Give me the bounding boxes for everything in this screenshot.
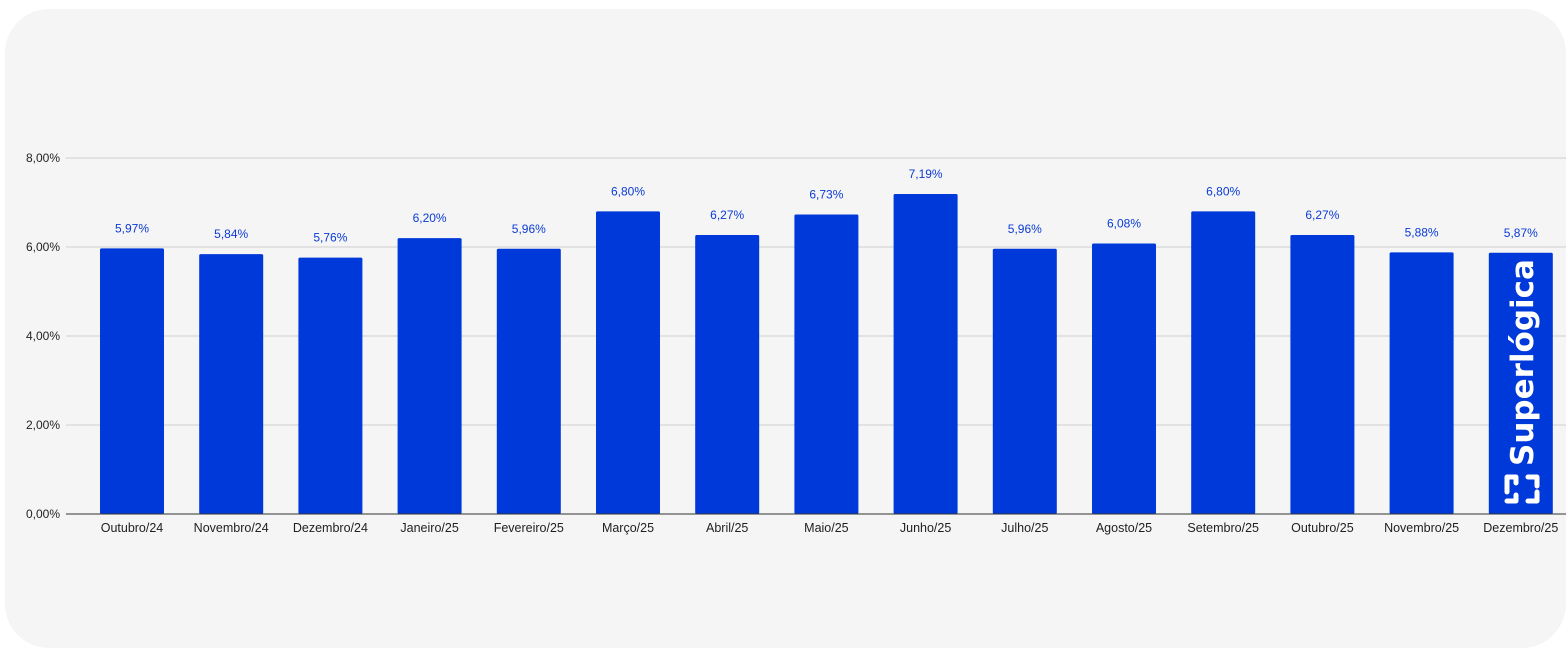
- data-label: 7,19%: [909, 167, 943, 181]
- data-label: 6,27%: [710, 208, 744, 222]
- bar: [1389, 252, 1454, 514]
- x-tick-label: Maio/25: [804, 521, 849, 535]
- bar: [397, 238, 462, 514]
- x-tick-label: Abril/25: [706, 521, 748, 535]
- data-label: 5,87%: [1504, 226, 1538, 240]
- x-axis-tick-labels: Outubro/24 Novembro/24 Dezembro/24 Janeiro/…: [101, 521, 1559, 535]
- data-label: 5,84%: [214, 227, 248, 241]
- x-tick-label: Novembro/25: [1384, 521, 1459, 535]
- bar: [794, 214, 859, 514]
- y-tick-label: 8,00%: [26, 151, 60, 165]
- bar: [992, 248, 1057, 514]
- x-tick-label: Setembro/25: [1187, 521, 1259, 535]
- bar: [1488, 252, 1553, 514]
- x-tick-label: Outubro/25: [1291, 521, 1354, 535]
- y-tick-label: 4,00%: [26, 329, 60, 343]
- data-label: 5,88%: [1405, 225, 1439, 239]
- x-tick-label: Novembro/24: [194, 521, 269, 535]
- data-label: 5,97%: [115, 221, 149, 235]
- bar: [199, 254, 264, 514]
- bar: [1290, 234, 1355, 515]
- x-tick-label: Agosto/25: [1096, 521, 1152, 535]
- x-tick-label: Outubro/24: [101, 521, 164, 535]
- superlogica-watermark: Superlógica: [1504, 259, 1541, 504]
- x-tick-label: Julho/25: [1001, 521, 1048, 535]
- bar: [1191, 211, 1256, 514]
- data-label: 5,76%: [313, 231, 347, 245]
- superlogica-logo-icon: [1504, 474, 1540, 504]
- bar: [596, 211, 660, 514]
- y-axis-tick-labels: 0,00% 2,00% 4,00% 6,00% 8,00%: [26, 151, 60, 521]
- data-label: 5,96%: [512, 222, 546, 236]
- bar: [298, 257, 363, 514]
- data-label: 6,73%: [809, 188, 843, 202]
- data-label: 6,80%: [611, 184, 645, 198]
- data-label: 5,96%: [1008, 222, 1042, 236]
- data-label: 6,08%: [1107, 216, 1141, 230]
- bar: [695, 234, 760, 515]
- x-tick-label: Março/25: [602, 521, 654, 535]
- y-tick-label: 2,00%: [26, 418, 60, 432]
- x-tick-label: Janeiro/25: [400, 521, 458, 535]
- bar: [100, 248, 164, 514]
- x-tick-label: Fevereiro/25: [494, 521, 564, 535]
- bars: [100, 194, 1553, 515]
- x-tick-label: Dezembro/25: [1483, 521, 1558, 535]
- y-tick-label: 6,00%: [26, 240, 60, 254]
- superlogica-logo-text: Superlógica: [1505, 259, 1541, 466]
- data-labels: 5,97% 5,84% 5,76% 6,20% 5,96% 6,80% 6,27% 6,73%…: [115, 167, 1538, 245]
- bar: [893, 194, 958, 515]
- x-tick-label: Dezembro/24: [293, 521, 368, 535]
- data-label: 6,80%: [1206, 184, 1240, 198]
- y-tick-label: 0,00%: [26, 507, 60, 521]
- data-label: 6,27%: [1305, 208, 1339, 222]
- data-label: 6,20%: [413, 211, 447, 225]
- bar: [496, 248, 561, 514]
- x-tick-label: Junho/25: [900, 521, 951, 535]
- bar: [1092, 243, 1156, 514]
